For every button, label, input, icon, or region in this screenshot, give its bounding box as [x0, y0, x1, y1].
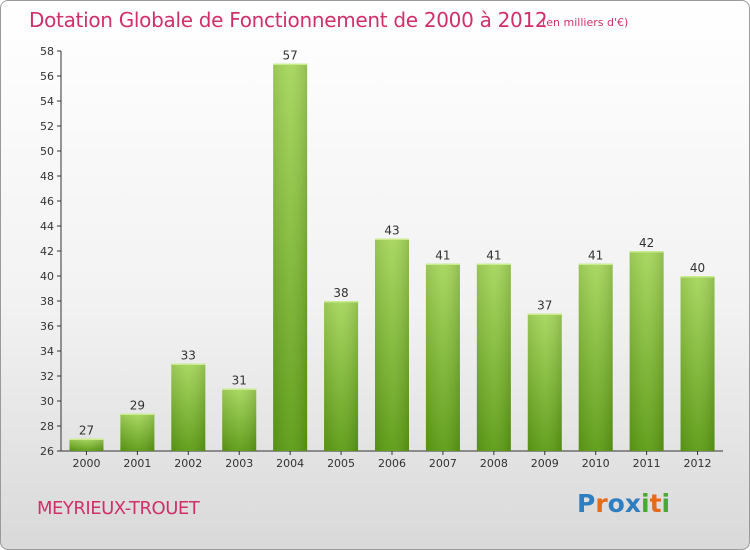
- x-tick-label: 2008: [480, 457, 508, 470]
- commune-name: MEYRIEUX-TROUET: [37, 498, 200, 519]
- bar-2010: [578, 263, 613, 451]
- data-labels: 27 29 33 31 57 38 43 41 41 37 41 42 40: [79, 49, 705, 438]
- bar-shading: [171, 363, 206, 451]
- data-label: 37: [537, 299, 552, 313]
- y-tick-label: 44: [40, 220, 54, 233]
- bar-2007: [425, 263, 460, 451]
- y-tick-label: 46: [40, 195, 54, 208]
- bar-highlight: [680, 276, 715, 278]
- unit-note: (en milliers d'€): [542, 16, 629, 29]
- bar-highlight: [476, 263, 511, 265]
- y-tick-label: 52: [40, 120, 54, 133]
- bar-highlight: [273, 63, 308, 65]
- data-label: 38: [333, 286, 348, 300]
- data-label: 40: [690, 261, 705, 275]
- y-tick-label: 26: [40, 445, 54, 458]
- data-label: 41: [588, 249, 603, 263]
- y-tick-label: 58: [40, 45, 54, 58]
- bar-shading: [222, 388, 257, 451]
- x-tick-label: 2011: [633, 457, 661, 470]
- bar-2006: [375, 238, 409, 451]
- proxiti-logo: Proxiti: [577, 489, 670, 518]
- bar-2000: [69, 438, 104, 451]
- bar-shading: [120, 413, 155, 451]
- bar-2009: [527, 313, 562, 451]
- y-tick-label: 38: [40, 295, 54, 308]
- data-label: 41: [486, 249, 501, 263]
- chart-title: Dotation Globale de Fonctionnement de 20…: [29, 8, 548, 32]
- data-label: 43: [384, 224, 399, 238]
- y-tick-label: 56: [40, 70, 54, 83]
- bar-2011: [629, 251, 664, 451]
- x-tick-label: 2001: [123, 457, 151, 470]
- bar-2004: [273, 63, 308, 451]
- x-tick-label: 2009: [531, 457, 559, 470]
- bar-highlight: [69, 438, 104, 440]
- data-label: 29: [130, 399, 145, 413]
- bar-shading: [273, 63, 308, 451]
- bar-2001: [120, 413, 155, 451]
- bars: [69, 63, 715, 451]
- bar-shading: [324, 301, 359, 451]
- y-tick-label: 28: [40, 420, 54, 433]
- x-tick-label: 2000: [72, 457, 100, 470]
- y-tick-label: 34: [40, 345, 54, 358]
- logo-letter: o: [607, 489, 625, 518]
- y-tick-label: 36: [40, 320, 54, 333]
- y-tick-label: 40: [40, 270, 54, 283]
- bar-2003: [222, 388, 257, 451]
- x-tick-label: 2010: [582, 457, 610, 470]
- data-label: 57: [283, 49, 298, 63]
- axes: 26 28 30 32 34 36 38 40 42 44 46 48 50 52 54 56 58 2000 20…: [40, 45, 723, 470]
- bar-shading: [578, 263, 613, 451]
- logo-letter: i: [661, 489, 671, 518]
- bar-2005: [324, 301, 359, 451]
- logo-letter: t: [649, 489, 662, 518]
- bar-highlight: [171, 363, 206, 365]
- y-tick-label: 48: [40, 170, 54, 183]
- data-label: 42: [639, 236, 654, 250]
- bar-shading: [680, 276, 715, 451]
- x-tick-label: 2012: [684, 457, 712, 470]
- y-tick-label: 54: [40, 95, 54, 108]
- bar-shading: [425, 263, 460, 451]
- x-tick-label: 2006: [378, 457, 406, 470]
- y-tick-label: 32: [40, 370, 54, 383]
- bar-highlight: [527, 313, 562, 315]
- logo-letter: r: [595, 489, 608, 518]
- bar-highlight: [375, 238, 409, 240]
- bar-highlight: [425, 263, 460, 265]
- x-tick-label: 2007: [429, 457, 457, 470]
- bar-highlight: [120, 413, 155, 415]
- bar-shading: [476, 263, 511, 451]
- logo-letter: P: [577, 489, 596, 518]
- x-tick-label: 2004: [276, 457, 304, 470]
- data-label: 27: [79, 424, 94, 438]
- bar-shading: [527, 313, 562, 451]
- logo-letter: x: [624, 489, 641, 518]
- x-tick-label: 2003: [225, 457, 253, 470]
- y-tick-label: 50: [40, 145, 54, 158]
- x-tick-label: 2002: [174, 457, 202, 470]
- x-tick-label: 2005: [327, 457, 355, 470]
- bar-shading: [629, 251, 664, 451]
- data-label: 31: [232, 374, 247, 388]
- bar-2002: [171, 363, 206, 451]
- bar-2012: [680, 276, 715, 451]
- logo-letter: i: [641, 489, 650, 518]
- bar-2008: [476, 263, 511, 451]
- bar-shading: [69, 438, 104, 451]
- data-label: 33: [181, 349, 196, 363]
- bar-highlight: [324, 301, 359, 303]
- bar-shading: [375, 238, 409, 451]
- data-label: 41: [435, 249, 450, 263]
- bar-highlight: [578, 263, 613, 265]
- bar-highlight: [629, 251, 664, 253]
- y-tick-label: 42: [40, 245, 54, 258]
- bar-highlight: [222, 388, 257, 390]
- y-tick-label: 30: [40, 395, 54, 408]
